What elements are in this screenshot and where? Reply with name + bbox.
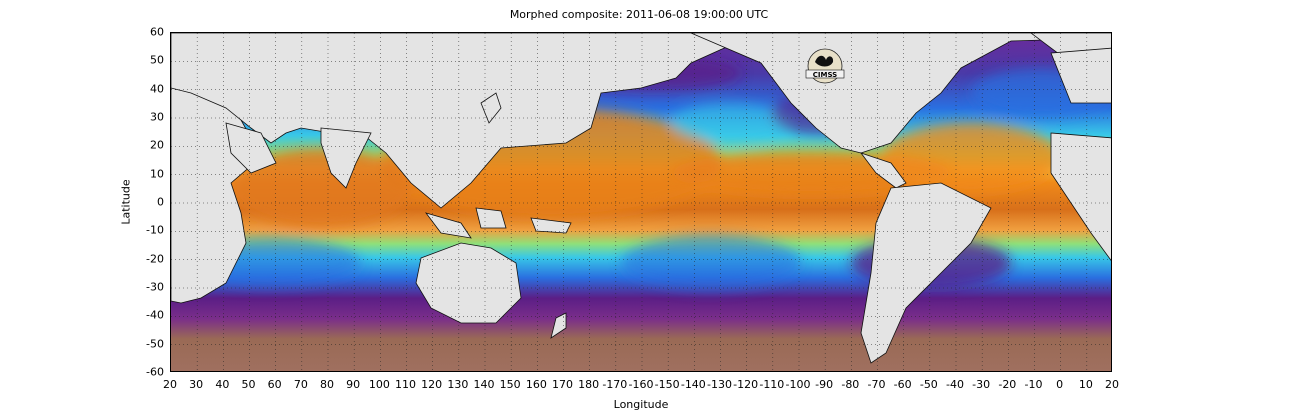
x-tick-label: -90	[815, 378, 834, 391]
x-tick-label: 30	[189, 378, 204, 391]
x-tick-label: 60	[267, 378, 282, 391]
map-grid	[171, 33, 1111, 371]
precipitable-water-map	[171, 33, 1111, 371]
x-tick-label: 10	[1078, 378, 1093, 391]
x-tick-label: 120	[421, 378, 443, 391]
svg-text:CIMSS: CIMSS	[813, 71, 837, 79]
y-tick-label: -10	[146, 223, 164, 237]
x-tick-label: 20	[163, 378, 177, 391]
y-tick-label: 20	[150, 138, 164, 152]
land-masses	[171, 33, 1111, 364]
x-tick-label: 40	[215, 378, 230, 391]
x-tick-label: -10	[1024, 378, 1043, 391]
cimss-logo: CIMSS	[800, 46, 850, 86]
x-tick-label: -60	[893, 378, 912, 391]
x-tick-label: -70	[867, 378, 886, 391]
x-tick-label: 180	[578, 378, 600, 391]
x-tick-label: 50	[241, 378, 256, 391]
x-tick-label: 110	[395, 378, 416, 391]
x-tick-label: -150	[654, 378, 680, 391]
y-tick-label: 50	[150, 53, 164, 67]
x-tick-label: 0	[1056, 378, 1064, 391]
x-axis-label: Longitude	[613, 398, 669, 411]
x-tick-label: -160	[628, 378, 654, 391]
map-title: Morphed composite: 2011-06-08 19:00:00 U…	[509, 8, 769, 21]
x-tick-label: -130	[707, 378, 732, 391]
x-tick-label: -30	[972, 378, 991, 391]
y-tick-label: 40	[150, 82, 164, 96]
x-tick-label: 170	[552, 378, 573, 391]
x-tick-label: -50	[919, 378, 938, 391]
x-tick-label: 20	[1105, 378, 1119, 391]
x-tick-label: -140	[680, 378, 706, 391]
x-tick-label: 140	[473, 378, 495, 391]
x-tick-label: 130	[447, 378, 469, 391]
x-tick-label: -20	[998, 378, 1017, 391]
x-tick-label: -40	[946, 378, 964, 391]
y-tick-label: -60	[146, 365, 164, 379]
y-tick-label: -40	[146, 308, 164, 322]
map-plot-area	[170, 32, 1112, 372]
x-tick-label: 70	[293, 378, 308, 391]
y-tick-label: -30	[146, 280, 164, 294]
x-axis-ticks: 20 30 40 50 60 70 80 90 100 110 120 130 140 150 160 170…	[163, 378, 1119, 392]
x-tick-label: -80	[841, 378, 860, 391]
x-tick-label: -170	[602, 378, 628, 391]
x-tick-label: 80	[320, 378, 334, 391]
x-tick-label: -100	[785, 378, 811, 391]
y-tick-label: 60	[150, 25, 164, 39]
x-tick-label: 160	[525, 378, 547, 391]
y-tick-label: -20	[146, 252, 164, 266]
x-tick-label: -110	[759, 378, 785, 391]
y-tick-label: -50	[146, 337, 164, 351]
x-tick-label: -120	[733, 378, 759, 391]
x-tick-label: 150	[499, 378, 521, 391]
x-tick-label: 100	[368, 378, 390, 391]
x-tick-label: 90	[346, 378, 361, 391]
y-tick-label: 0	[157, 195, 164, 209]
y-tick-label: 30	[150, 110, 164, 124]
y-axis-ticks: 60 50 40 30 20 10 0 -10 -20 -30 -40 -50 -60	[130, 26, 164, 379]
y-tick-label: 10	[150, 167, 164, 181]
